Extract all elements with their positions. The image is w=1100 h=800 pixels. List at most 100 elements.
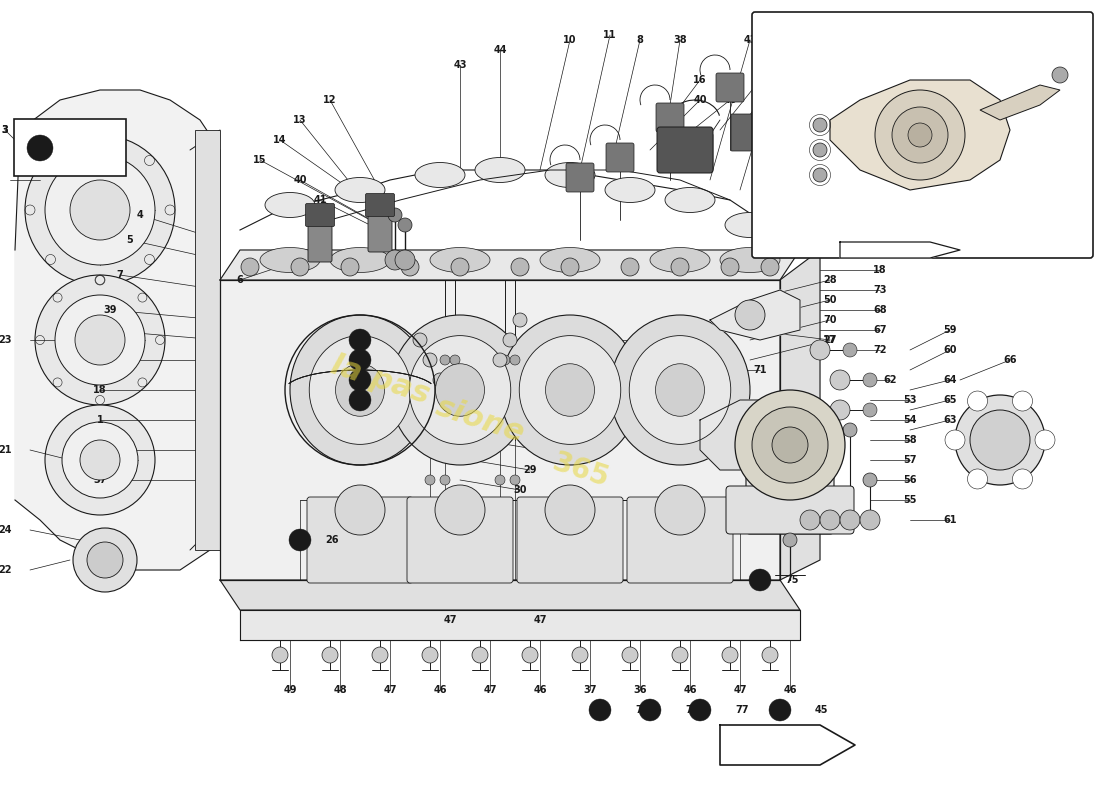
FancyBboxPatch shape: [407, 497, 513, 583]
Ellipse shape: [309, 336, 410, 444]
Polygon shape: [780, 250, 820, 580]
Polygon shape: [720, 725, 855, 765]
Circle shape: [35, 275, 165, 405]
Circle shape: [800, 510, 820, 530]
Circle shape: [292, 258, 309, 276]
FancyBboxPatch shape: [726, 486, 854, 534]
Text: 39: 39: [103, 305, 117, 315]
Text: 27: 27: [534, 445, 547, 455]
Text: 9: 9: [757, 75, 763, 85]
Circle shape: [749, 569, 771, 591]
Text: 72: 72: [873, 345, 887, 355]
Circle shape: [451, 258, 469, 276]
FancyBboxPatch shape: [306, 203, 334, 226]
FancyBboxPatch shape: [308, 218, 332, 262]
Text: 33: 33: [395, 355, 408, 365]
Text: 26: 26: [324, 535, 339, 545]
Ellipse shape: [666, 187, 715, 213]
Circle shape: [892, 107, 948, 163]
Text: 34: 34: [395, 375, 408, 385]
FancyBboxPatch shape: [566, 163, 594, 192]
Text: 50: 50: [823, 295, 837, 305]
Circle shape: [322, 647, 338, 663]
Circle shape: [735, 300, 764, 330]
Circle shape: [336, 485, 385, 535]
Text: sione: sione: [432, 392, 528, 448]
Ellipse shape: [544, 162, 595, 187]
Ellipse shape: [720, 247, 780, 273]
Circle shape: [762, 647, 778, 663]
Bar: [195, 130, 220, 550]
FancyBboxPatch shape: [606, 143, 634, 172]
Circle shape: [472, 647, 488, 663]
Text: 54: 54: [903, 415, 916, 425]
Text: 38: 38: [94, 325, 107, 335]
Circle shape: [769, 699, 791, 721]
Polygon shape: [710, 290, 800, 340]
Circle shape: [672, 647, 688, 663]
Text: 6: 6: [236, 275, 243, 285]
Ellipse shape: [629, 336, 730, 444]
Ellipse shape: [725, 213, 775, 238]
Text: 35: 35: [395, 395, 408, 405]
Text: 72: 72: [1068, 60, 1081, 70]
Ellipse shape: [390, 315, 530, 465]
Text: 17: 17: [94, 355, 107, 365]
FancyBboxPatch shape: [627, 497, 733, 583]
Circle shape: [761, 258, 779, 276]
Circle shape: [621, 647, 638, 663]
Circle shape: [500, 355, 510, 365]
Text: 16: 16: [693, 75, 706, 85]
Circle shape: [968, 391, 988, 411]
Ellipse shape: [519, 336, 620, 444]
Text: 46: 46: [433, 685, 447, 695]
Text: 66: 66: [1003, 355, 1016, 365]
Text: 65: 65: [944, 395, 957, 405]
Circle shape: [803, 463, 817, 477]
Text: 5: 5: [126, 235, 133, 245]
Text: 47: 47: [383, 685, 397, 695]
Text: 47: 47: [483, 685, 497, 695]
Circle shape: [349, 349, 371, 371]
Ellipse shape: [290, 315, 430, 465]
Text: 55: 55: [903, 495, 916, 505]
Text: 47: 47: [534, 615, 547, 625]
Ellipse shape: [430, 247, 490, 273]
Ellipse shape: [336, 178, 385, 202]
Circle shape: [1035, 430, 1055, 450]
Circle shape: [621, 258, 639, 276]
Circle shape: [671, 258, 689, 276]
Text: 2: 2: [395, 335, 402, 345]
Text: 62: 62: [883, 375, 896, 385]
Text: 7: 7: [117, 270, 123, 280]
Text: 41: 41: [314, 195, 327, 205]
Text: 3: 3: [1, 125, 9, 135]
Ellipse shape: [415, 162, 465, 187]
Circle shape: [864, 473, 877, 487]
Ellipse shape: [475, 158, 525, 182]
Text: 37: 37: [94, 475, 107, 485]
Circle shape: [823, 443, 837, 457]
Text: 60: 60: [944, 345, 957, 355]
Circle shape: [434, 485, 485, 535]
Text: 73: 73: [873, 285, 887, 295]
Text: 1: 1: [97, 415, 103, 425]
Circle shape: [572, 647, 588, 663]
Text: 18: 18: [94, 385, 107, 395]
Text: 43: 43: [453, 60, 466, 70]
Text: 79: 79: [635, 705, 649, 715]
Ellipse shape: [546, 364, 594, 416]
Text: 23: 23: [0, 335, 12, 345]
Ellipse shape: [265, 193, 315, 218]
Circle shape: [372, 647, 388, 663]
Circle shape: [830, 370, 850, 390]
Ellipse shape: [330, 247, 390, 273]
Text: 24: 24: [0, 525, 12, 535]
Circle shape: [450, 355, 460, 365]
Circle shape: [908, 123, 932, 147]
Circle shape: [561, 258, 579, 276]
Circle shape: [1012, 391, 1033, 411]
Polygon shape: [220, 280, 780, 580]
Circle shape: [349, 389, 371, 411]
Text: 59: 59: [944, 325, 957, 335]
